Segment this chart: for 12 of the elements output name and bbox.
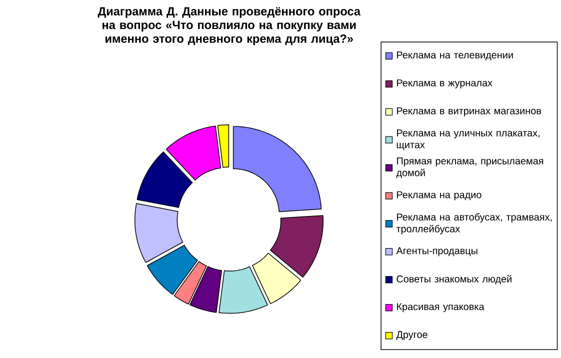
legend-label: Реклама на телевидении	[397, 52, 513, 60]
legend-label: Красивая упаковка	[397, 303, 484, 312]
legend-label: Реклама на автобусах, трамваях, троллейбусах	[396, 213, 552, 234]
legend-label: Реклама на уличных плакатах, щитах	[396, 130, 540, 150]
legend-label: Другое	[396, 331, 428, 340]
legend-label: Прямая реклама, присылаемая домой	[396, 157, 544, 178]
legend-label: Советы знакомых людей	[396, 274, 512, 284]
legend-label: Агенты-продавцы	[396, 247, 478, 256]
legend-label: Реклама на радио	[397, 191, 482, 200]
legend-label: Реклама в журналах	[397, 79, 492, 88]
legend-label: Реклама в витринах магазинов	[397, 107, 542, 116]
chart-title: Диаграмма Д. Данные проведённого опроса на вопрос «Что повлияло на покупку вами именно этого дневного крема для лица?»	[98, 7, 361, 46]
